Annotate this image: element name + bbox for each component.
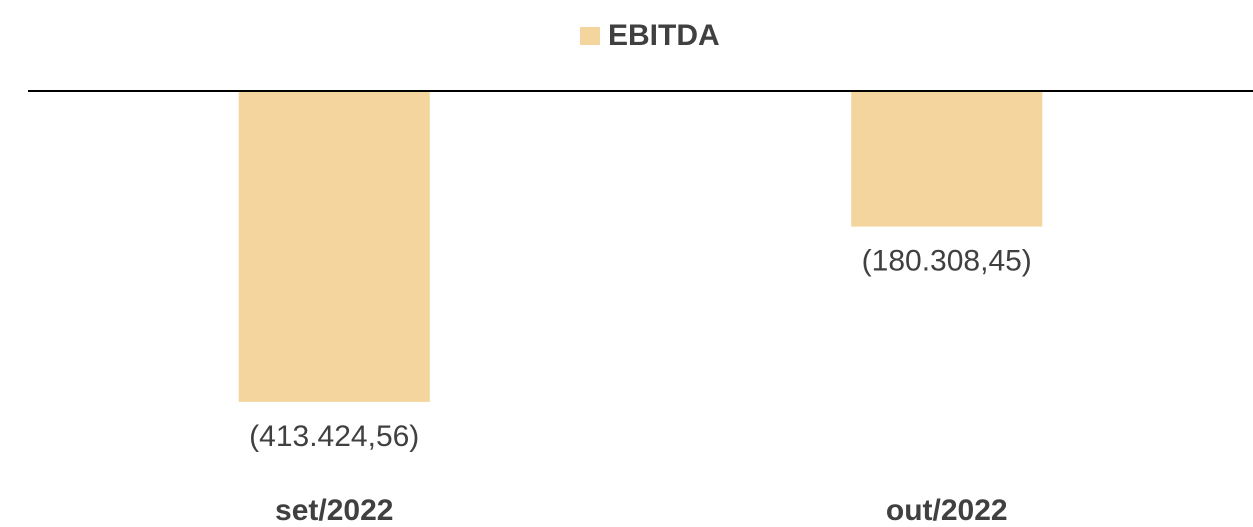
data-label: (413.424,56): [249, 420, 419, 453]
bar: [851, 91, 1043, 227]
x-tick-label: set/2022: [275, 494, 393, 527]
x-tick-label: out/2022: [886, 494, 1008, 527]
legend-label: EBITDA: [608, 19, 720, 52]
legend-swatch: [580, 27, 600, 45]
bar: [238, 91, 430, 402]
data-label: (180.308,45): [862, 245, 1032, 278]
